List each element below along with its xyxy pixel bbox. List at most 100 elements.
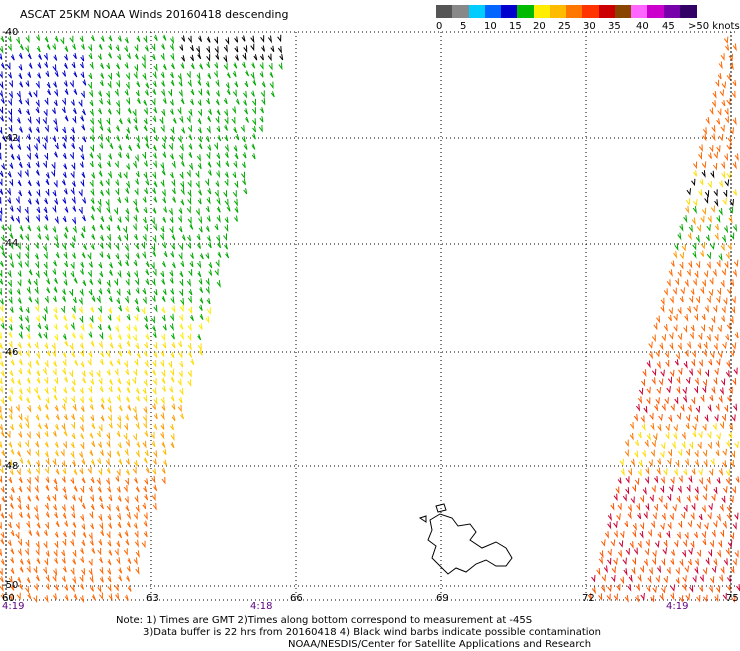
- wind-barb: [628, 574, 633, 583]
- wind-barb: [178, 207, 183, 214]
- wind-barb: [100, 449, 104, 456]
- wind-barb: [52, 190, 57, 197]
- wind-barb: [89, 370, 94, 378]
- wind-barb: [199, 313, 204, 320]
- wind-barb: [28, 269, 33, 276]
- wind-barb: [160, 431, 165, 440]
- wind-barb: [61, 403, 66, 412]
- wind-barb: [125, 152, 130, 159]
- wind-barb: [704, 305, 709, 313]
- wind-barb: [60, 37, 65, 45]
- wind-barb: [252, 107, 256, 115]
- wind-barb: [643, 406, 648, 414]
- wind-barb: [134, 124, 139, 131]
- wind-barb: [722, 197, 727, 206]
- wind-barb: [714, 368, 719, 376]
- wind-barb: [677, 449, 683, 457]
- wind-barb: [44, 61, 49, 68]
- wind-barb: [719, 421, 725, 430]
- wind-barb: [18, 476, 23, 484]
- wind-barb: [25, 98, 30, 107]
- wind-barb: [660, 485, 665, 494]
- wind-barb: [80, 433, 85, 440]
- wind-barb: [117, 53, 122, 61]
- wind-barb: [74, 359, 79, 366]
- wind-barb: [150, 262, 155, 270]
- wind-barb: [684, 279, 689, 288]
- wind-barb: [596, 567, 601, 576]
- wind-barb: [117, 151, 122, 158]
- wind-barb: [726, 98, 731, 106]
- wind-barb: [685, 448, 690, 457]
- wind-barb: [663, 539, 668, 548]
- wind-barb: [205, 81, 210, 88]
- wind-barb: [26, 161, 31, 169]
- wind-barb: [17, 576, 22, 583]
- wind-barb: [0, 352, 2, 360]
- wind-barb: [134, 477, 138, 484]
- wind-barb: [115, 253, 120, 260]
- wind-barb: [0, 97, 5, 104]
- wind-barb: [724, 261, 729, 269]
- wind-barb: [98, 468, 103, 476]
- wind-barb: [190, 252, 194, 259]
- wind-barb: [661, 586, 666, 594]
- wind-barb: [126, 163, 130, 170]
- wind-barb: [8, 340, 13, 349]
- wind-barb: [123, 432, 128, 441]
- wind-barb: [226, 72, 231, 79]
- wind-barb: [18, 431, 23, 438]
- wind-barb: [0, 152, 2, 161]
- wind-barb: [72, 576, 77, 585]
- wind-barb: [630, 458, 635, 467]
- wind-barb: [98, 341, 104, 350]
- wind-barb: [607, 513, 612, 522]
- wind-barb: [170, 251, 175, 258]
- wind-barb: [10, 153, 15, 160]
- wind-barb: [79, 288, 84, 297]
- wind-barb: [53, 478, 58, 485]
- wind-barb: [27, 71, 32, 78]
- wind-barb: [90, 35, 95, 42]
- wind-barb: [144, 360, 149, 368]
- wind-barb: [83, 243, 87, 250]
- wind-barb: [18, 72, 23, 80]
- wind-barb: [180, 413, 184, 420]
- wind-barb: [53, 360, 57, 367]
- wind-barb: [17, 548, 22, 557]
- lat-lon-grid: [5, 31, 736, 601]
- wind-barb: [54, 584, 59, 591]
- wind-barb: [26, 520, 31, 529]
- wind-barb: [587, 592, 592, 601]
- wind-barb: [673, 251, 678, 259]
- wind-barb: [649, 494, 654, 503]
- wind-barb: [153, 484, 158, 491]
- wind-barb: [71, 422, 75, 430]
- wind-barb: [34, 286, 39, 295]
- wind-barb: [99, 522, 104, 531]
- wind-barb: [71, 61, 76, 69]
- wind-barb: [15, 532, 20, 540]
- wind-barb: [107, 559, 112, 566]
- wind-barb: [108, 333, 113, 341]
- wind-barb: [16, 468, 21, 476]
- wind-barb: [53, 260, 57, 267]
- wind-barb: [719, 180, 724, 189]
- wind-barb: [62, 288, 66, 295]
- wind-barb: [124, 496, 129, 504]
- wind-barb: [161, 80, 165, 87]
- wind-barb: [196, 233, 201, 241]
- wind-barb: [34, 485, 39, 494]
- wind-barb: [89, 511, 94, 520]
- wind-barb: [242, 178, 246, 185]
- wind-barb: [160, 179, 165, 188]
- wind-barb: [108, 52, 112, 59]
- wind-barb: [727, 395, 731, 402]
- wind-barb: [701, 207, 707, 216]
- wind-barb: [732, 269, 738, 278]
- wind-barb: [607, 584, 612, 593]
- wind-barb: [51, 169, 56, 178]
- wind-barb: [729, 127, 734, 135]
- wind-barb: [720, 53, 725, 61]
